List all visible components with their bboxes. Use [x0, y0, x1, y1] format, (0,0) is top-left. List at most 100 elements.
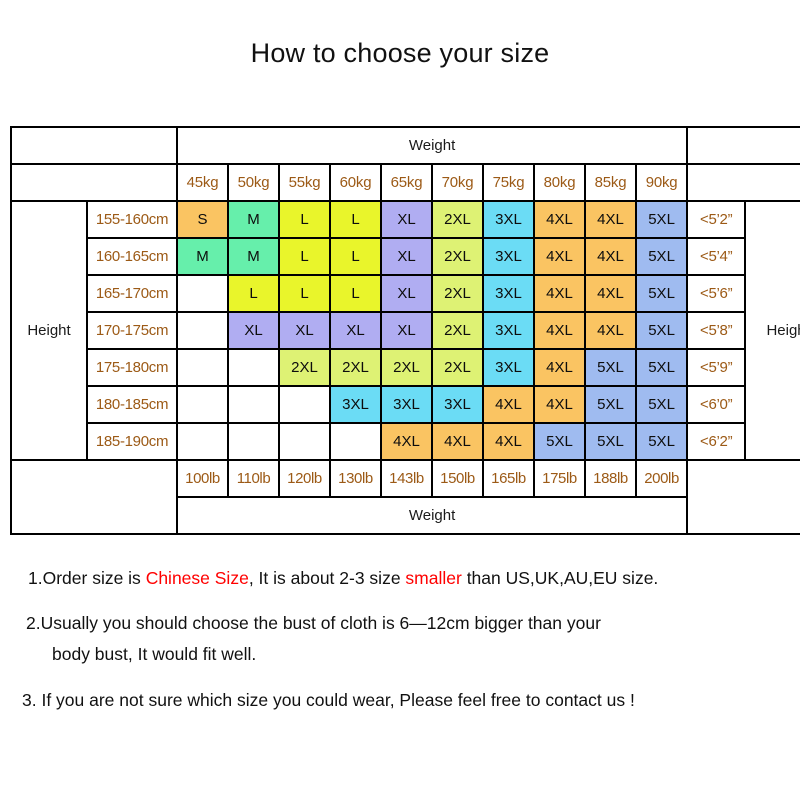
- note-2-line-2: body bust, It would fit well.: [52, 643, 257, 664]
- data-row-1: 160-165cm M M L L XL 2XL 3XL 4XL 4XL 5XL…: [11, 237, 800, 276]
- cell-3-8: 4XL: [584, 311, 637, 350]
- cell-0-7: 4XL: [533, 200, 586, 239]
- cell-6-9: 5XL: [634, 422, 689, 461]
- weights-kg-row: 45kg 50kg 55kg 60kg 65kg 70kg 75kg 80kg …: [10, 163, 800, 202]
- page-title: How to choose your size: [250, 38, 550, 68]
- cell-5-5: 3XL: [431, 385, 484, 424]
- cell-5-7: 4XL: [533, 385, 586, 424]
- weight-lb-3: 130lb: [329, 459, 382, 498]
- cell-4-5: 2XL: [431, 348, 484, 387]
- kg-row-right-empty: [686, 163, 800, 202]
- cell-4-0: [176, 348, 229, 387]
- weight-lb-6: 165lb: [482, 459, 535, 498]
- cell-1-7: 4XL: [533, 237, 586, 276]
- cell-1-8: 4XL: [584, 237, 637, 276]
- data-row-0: Height 155-160cm S M L L XL 2XL 3XL 4XL …: [10, 200, 800, 461]
- cell-0-6: 3XL: [482, 200, 535, 239]
- cell-0-0: S: [176, 200, 229, 239]
- weight-kg-1: 50kg: [227, 163, 280, 202]
- cell-5-4: 3XL: [380, 385, 433, 424]
- cell-4-2: 2XL: [278, 348, 331, 387]
- cell-6-3: [329, 422, 382, 461]
- row-height-cm-3: 170-175cm: [86, 311, 178, 350]
- note-1: 1.Order size is Chinese Size, It is abou…: [0, 568, 800, 590]
- weight-kg-0: 45kg: [176, 163, 229, 202]
- weight-kg-5: 70kg: [431, 163, 484, 202]
- cell-6-0: [176, 422, 229, 461]
- cell-1-4: XL: [380, 237, 433, 276]
- note-1-part-a: 1.Order size is: [28, 568, 146, 588]
- weight-kg-2: 55kg: [278, 163, 331, 202]
- weight-lb-0: 100lb: [176, 459, 229, 498]
- cell-5-0: [176, 385, 229, 424]
- cell-1-2: L: [278, 237, 331, 276]
- cell-2-3: L: [329, 274, 382, 313]
- weight-lb-8: 188lb: [584, 459, 637, 498]
- cell-6-2: [278, 422, 331, 461]
- weight-kg-8: 85kg: [584, 163, 637, 202]
- cell-2-1: L: [227, 274, 280, 313]
- data-row-2: 165-170cm L L L XL 2XL 3XL 4XL 4XL 5XL <…: [11, 274, 800, 313]
- cell-3-4: XL: [380, 311, 433, 350]
- cell-2-9: 5XL: [634, 274, 689, 313]
- cell-3-6: 3XL: [482, 311, 535, 350]
- cell-0-3: L: [329, 200, 382, 239]
- cell-5-8: 5XL: [584, 385, 637, 424]
- cell-3-1: XL: [227, 311, 280, 350]
- cell-5-3: 3XL: [329, 385, 382, 424]
- cell-4-4: 2XL: [380, 348, 433, 387]
- weight-lb-5: 150lb: [431, 459, 484, 498]
- cell-0-8: 4XL: [584, 200, 637, 239]
- cell-4-3: 2XL: [329, 348, 382, 387]
- note-1-part-c: than US,UK,AU,EU size.: [461, 568, 659, 588]
- note-3: 3. If you are not sure which size you co…: [22, 689, 635, 710]
- cell-3-7: 4XL: [533, 311, 586, 350]
- bottom-right-empty: [686, 459, 800, 535]
- cell-0-2: L: [278, 200, 331, 239]
- note-1-highlight-chinese-size: Chinese Size: [145, 568, 249, 588]
- size-chart-body: Weight 45kg 50kg 55kg 60kg 65kg 70kg 75k…: [10, 126, 800, 535]
- cell-2-8: 4XL: [584, 274, 637, 313]
- weights-lb-row: 100lb 110lb 120lb 130lb 143lb 150lb 165l…: [10, 459, 800, 535]
- weight-footer-row: Weight: [11, 496, 800, 535]
- cell-3-0: [176, 311, 229, 350]
- weight-lb-7: 175lb: [533, 459, 586, 498]
- size-chart-table: Weight 45kg 50kg 55kg 60kg 65kg 70kg 75k…: [10, 126, 800, 535]
- weight-kg-4: 65kg: [380, 163, 433, 202]
- weight-lb-9: 200lb: [634, 459, 689, 498]
- cell-6-6: 4XL: [482, 422, 535, 461]
- cell-0-1: M: [227, 200, 280, 239]
- row-height-ft-5: <6’0”: [686, 385, 747, 424]
- note-1-part-b: , It is about 2-3 size: [248, 568, 406, 588]
- weight-kg-9: 90kg: [634, 163, 689, 202]
- cell-6-7: 5XL: [533, 422, 586, 461]
- row-height-cm-2: 165-170cm: [86, 274, 178, 313]
- cell-6-4: 4XL: [380, 422, 433, 461]
- note-1-highlight-smaller: smaller: [405, 568, 462, 588]
- data-row-6: 185-190cm 4XL 4XL 4XL 5XL 5XL 5XL <6’2”: [11, 422, 800, 461]
- cell-2-4: XL: [380, 274, 433, 313]
- cell-4-9: 5XL: [634, 348, 689, 387]
- row-height-cm-0: 155-160cm: [86, 200, 178, 239]
- cell-6-1: [227, 422, 280, 461]
- cell-2-0: [176, 274, 229, 313]
- top-left-empty-cell: [10, 126, 178, 165]
- row-height-cm-6: 185-190cm: [86, 422, 178, 461]
- cell-6-5: 4XL: [431, 422, 484, 461]
- cell-5-9: 5XL: [634, 385, 689, 424]
- height-label-left: Height: [10, 200, 88, 461]
- cell-3-3: XL: [329, 311, 382, 350]
- cell-1-6: 3XL: [482, 237, 535, 276]
- cell-1-9: 5XL: [634, 237, 689, 276]
- cell-2-5: 2XL: [431, 274, 484, 313]
- weight-lb-2: 120lb: [278, 459, 331, 498]
- cell-4-8: 5XL: [584, 348, 637, 387]
- data-row-3: 170-175cm XL XL XL XL 2XL 3XL 4XL 4XL 5X…: [11, 311, 800, 350]
- size-chart-table-wrap: Weight 45kg 50kg 55kg 60kg 65kg 70kg 75k…: [10, 126, 800, 535]
- cell-1-1: M: [227, 237, 280, 276]
- weight-lb-1: 110lb: [227, 459, 280, 498]
- notes-section: 1.Order size is Chinese Size, It is abou…: [0, 568, 800, 735]
- top-right-empty-cell: [686, 126, 800, 165]
- row-height-ft-3: <5’8”: [686, 311, 747, 350]
